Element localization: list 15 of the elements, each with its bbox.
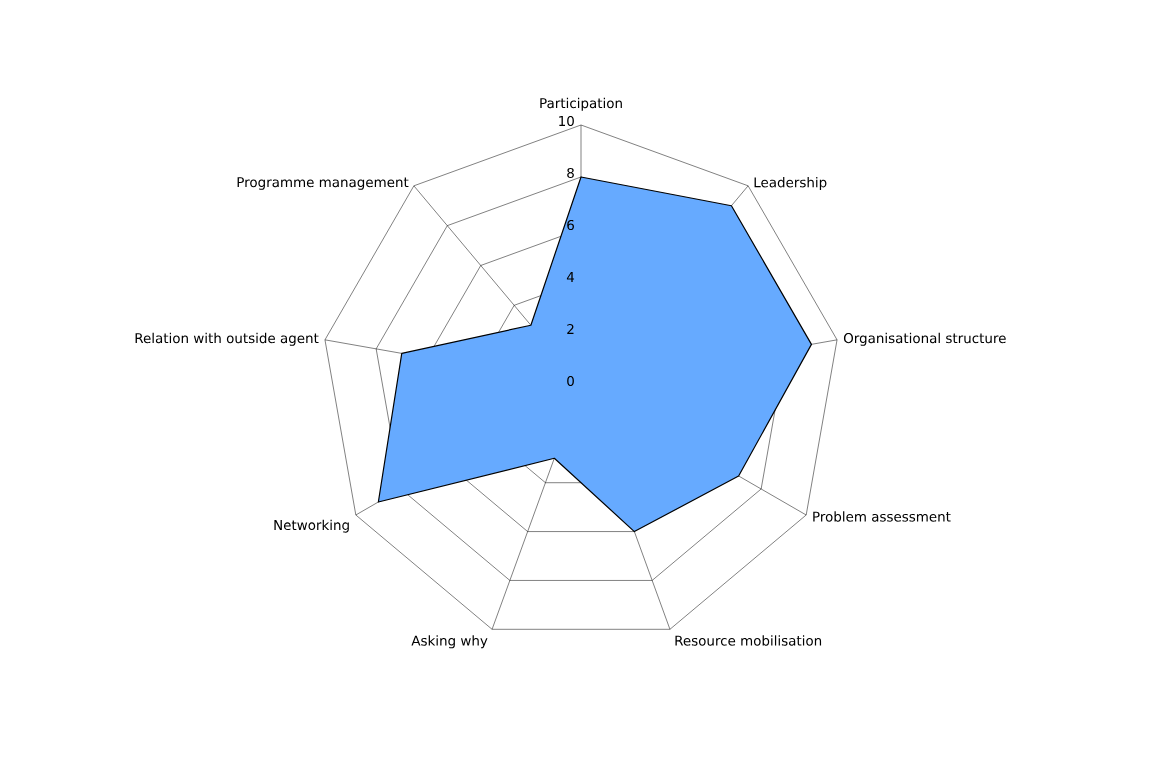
- y-tick-label: 6: [567, 219, 574, 231]
- y-tick-label: 4: [566, 272, 575, 282]
- spoke-label: Resource mobilisation: [675, 635, 822, 646]
- spoke-label: Networking: [274, 519, 349, 533]
- spoke-label: Relation with outside agent: [135, 332, 319, 346]
- spoke-label: Problem assessment: [813, 511, 951, 522]
- spoke-label: Organisational structure: [843, 332, 1006, 346]
- spoke-label: Asking why: [411, 635, 488, 649]
- y-tick-label: 8: [567, 167, 574, 179]
- spoke-label: Programme management: [237, 177, 409, 190]
- spoke-label: Participation: [540, 97, 622, 111]
- spoke-label: Leadership: [754, 177, 827, 191]
- y-tick-label: 10: [559, 115, 574, 127]
- y-tick-label: 0: [567, 375, 574, 387]
- y-tick-label: 2: [567, 323, 574, 334]
